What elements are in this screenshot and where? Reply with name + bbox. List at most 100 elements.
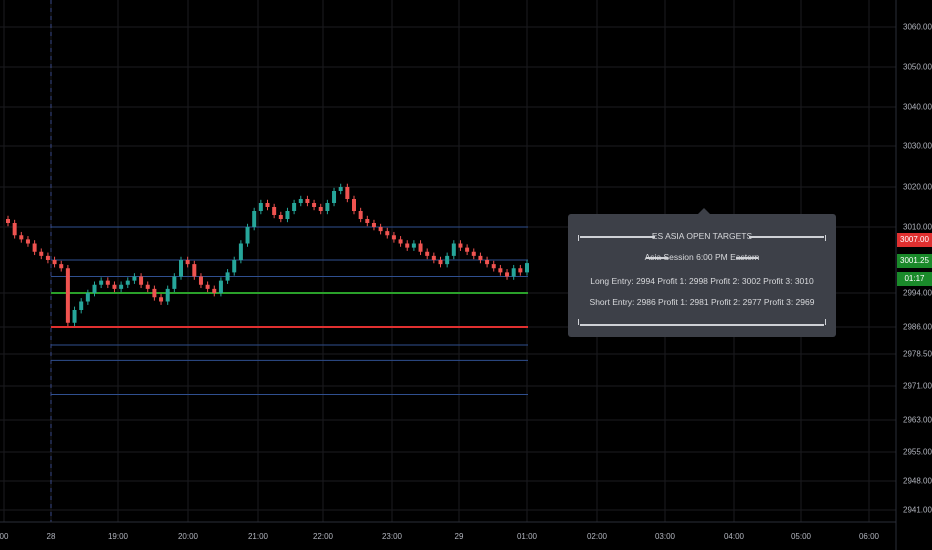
price-tick-label: 2948.00 (903, 476, 932, 486)
candle-body (298, 199, 303, 203)
candle-body (165, 288, 170, 302)
candle-body (278, 215, 283, 219)
candle-body (125, 280, 130, 285)
candle-body (318, 207, 323, 211)
candle-body (185, 260, 190, 265)
candle-body (179, 260, 183, 277)
targets-tooltip: ES ASIA OPEN TARGETS Asia Session 6:00 P… (568, 208, 836, 337)
bracket-bottom-right (817, 319, 826, 325)
candle-body (205, 284, 210, 289)
price-tick-label: 3050.00 (903, 62, 932, 72)
candle-body (352, 199, 356, 211)
candle-body (465, 247, 470, 252)
candle-body (385, 231, 390, 236)
price-tag: 3001.25 (897, 254, 932, 268)
bracket-bottom-left (578, 319, 587, 325)
candle-body (212, 288, 217, 293)
title-rule-right (749, 236, 824, 238)
tooltip-arrow (698, 208, 710, 214)
candle-body (218, 280, 223, 293)
candle-body (258, 203, 263, 211)
candle-body (431, 255, 436, 260)
candle-body (6, 219, 10, 223)
candle-body (405, 243, 410, 248)
candle-body (451, 243, 456, 256)
tooltip-long-targets: Long Entry: 2994 Profit 1: 2998 Profit 2… (590, 276, 814, 286)
time-tick-label: 06:00 (858, 532, 880, 541)
candle-body (45, 255, 50, 260)
candle-body (398, 239, 403, 244)
time-tick-label: 29 (454, 532, 464, 541)
candle-body (39, 251, 44, 256)
candle-body (371, 223, 376, 227)
candle-body (85, 293, 90, 302)
candle-body (152, 288, 157, 298)
title-rule-left (580, 236, 655, 238)
candle-body (438, 260, 443, 265)
tooltip-title: ES ASIA OPEN TARGETS (651, 231, 753, 241)
price-tag: 01:17 (897, 272, 932, 286)
candle-body (325, 203, 330, 211)
candle-body (312, 203, 317, 207)
candle-body (12, 223, 17, 236)
price-tick-label: 3040.00 (903, 102, 932, 112)
candle-body (358, 211, 363, 219)
candle-body (139, 276, 144, 285)
time-tick-label: 05:00 (790, 532, 812, 541)
candle-body (19, 235, 24, 240)
candle-body (72, 310, 77, 323)
candle-body (458, 243, 463, 248)
session-rule-right (736, 257, 758, 259)
candle-body (491, 264, 496, 269)
price-tick-label: 3060.00 (903, 22, 932, 32)
candle-body (418, 243, 423, 252)
candle-body (511, 268, 516, 277)
time-tick-label: 01:00 (516, 532, 538, 541)
time-tick-label: 04:00 (723, 532, 745, 541)
candle-body (25, 239, 30, 244)
price-tick-label: 2986.00 (903, 322, 932, 332)
time-tick-label: 02:00 (586, 532, 608, 541)
bracket-top-right (817, 235, 826, 241)
candle-body (112, 284, 117, 289)
price-tick-label: 3030.00 (903, 141, 932, 151)
time-tick-label: 03:00 (654, 532, 676, 541)
candle-body (525, 263, 529, 273)
candle-body (79, 301, 84, 310)
time-tick-label: 20:00 (177, 532, 199, 541)
candle-body (192, 264, 197, 277)
candle-body (238, 243, 243, 260)
session-rule-left (646, 257, 668, 259)
candle-body (105, 280, 110, 285)
price-tick-label: 2955.00 (903, 447, 932, 457)
candle-body (52, 260, 57, 265)
price-tick-label: 2941.00 (903, 505, 932, 515)
candle-body (59, 264, 64, 269)
price-tag: 3007.00 (897, 233, 932, 247)
target-levels (51, 226, 528, 395)
tooltip-short-targets: Short Entry: 2986 Profit 1: 2981 Profit … (589, 297, 815, 307)
candle-body (505, 272, 510, 277)
price-tick-label: 2971.00 (903, 381, 932, 391)
candle-body (485, 260, 490, 265)
candle-body (345, 187, 350, 199)
time-tick-label: 00 (0, 532, 9, 541)
time-tick-label: 19:00 (107, 532, 129, 541)
candle-body (338, 187, 343, 191)
candle-body (32, 243, 37, 252)
candle-body (305, 199, 310, 203)
candle-body (478, 255, 483, 260)
candle-body (159, 297, 164, 302)
price-tick-label: 2963.00 (903, 415, 932, 425)
bracket-top-left (578, 235, 587, 241)
candles (6, 183, 529, 327)
price-tick-label: 2994.00 (903, 288, 932, 298)
candle-body (119, 284, 124, 289)
candle-body (425, 251, 430, 256)
candle-body (285, 211, 290, 219)
candle-body (172, 276, 177, 289)
candle-body (145, 284, 150, 289)
candle-body (92, 284, 97, 293)
candle-body (391, 235, 396, 240)
